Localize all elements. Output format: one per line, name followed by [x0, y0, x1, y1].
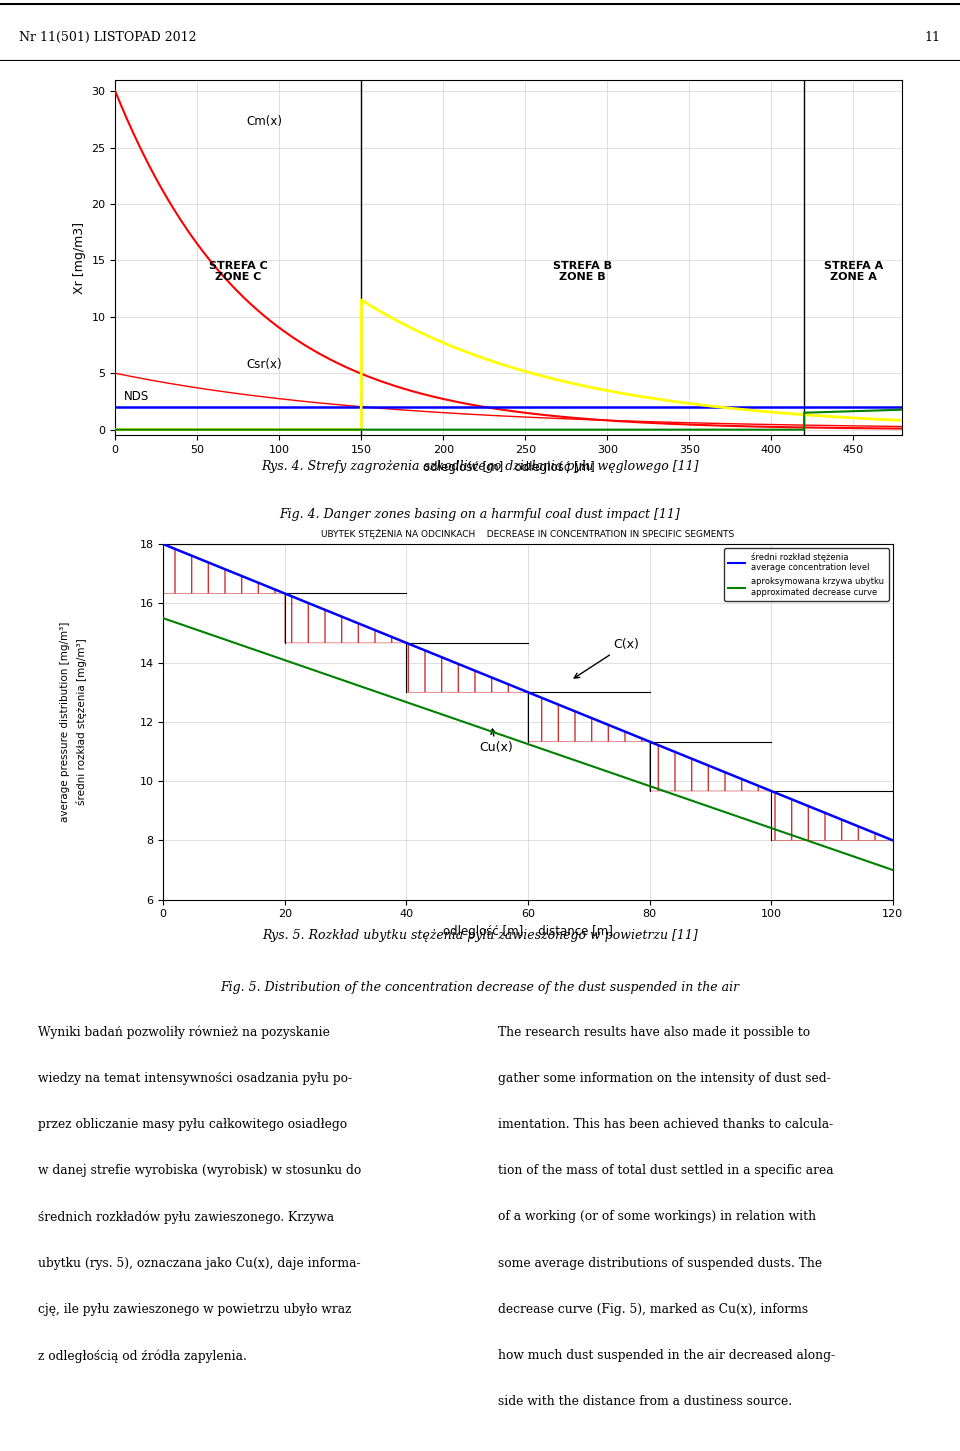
Text: The research results have also made it possible to: The research results have also made it p…: [498, 1026, 810, 1039]
Text: Fig. 5. Distribution of the concentration decrease of the dust suspended in the : Fig. 5. Distribution of the concentratio…: [221, 981, 739, 994]
Text: ubytku (rys. 5), oznaczana jako Cu(x), daje informa-: ubytku (rys. 5), oznaczana jako Cu(x), d…: [37, 1257, 360, 1270]
Text: of a working (or of some workings) in relation with: of a working (or of some workings) in re…: [498, 1210, 817, 1223]
Text: 11: 11: [924, 32, 941, 44]
X-axis label: odleglość [m]   odleglość [m]: odleglość [m] odleglość [m]: [423, 460, 594, 473]
Text: z odległością od źródła zapylenia.: z odległością od źródła zapylenia.: [37, 1349, 247, 1362]
Text: przez obliczanie masy pyłu całkowitego osiadłego: przez obliczanie masy pyłu całkowitego o…: [37, 1119, 347, 1130]
Text: average pressure distribution [mg/m³]: average pressure distribution [mg/m³]: [60, 621, 70, 823]
Text: side with the distance from a dustiness source.: side with the distance from a dustiness …: [498, 1396, 793, 1409]
Text: w danej strefie wyrobiska (wyrobisk) w stosunku do: w danej strefie wyrobiska (wyrobisk) w s…: [37, 1164, 361, 1177]
Text: średnich rozkładów pyłu zawieszonego. Krzywa: średnich rozkładów pyłu zawieszonego. Kr…: [37, 1210, 334, 1225]
Text: Nr 11(501) LISTOPAD 2012: Nr 11(501) LISTOPAD 2012: [19, 32, 197, 44]
Text: how much dust suspended in the air decreased along-: how much dust suspended in the air decre…: [498, 1349, 835, 1362]
Text: cję, ile pyłu zawieszonego w powietrzu ubyło wraz: cję, ile pyłu zawieszonego w powietrzu u…: [37, 1303, 351, 1316]
Text: Cu(x): Cu(x): [479, 728, 513, 755]
Text: STREFA C
ZONE C: STREFA C ZONE C: [209, 261, 268, 283]
X-axis label: odleglość [m]    distance [m]: odleglość [m] distance [m]: [444, 924, 612, 937]
Text: Rys. 4. Strefy zagrożenia szkodliwego działania pyłu węglowego [11]: Rys. 4. Strefy zagrożenia szkodliwego dz…: [261, 460, 699, 473]
Title: UBYTEK STĘŻENIA NA ODCINKACH    DECREASE IN CONCENTRATION IN SPECIFIC SEGMENTS: UBYTEK STĘŻENIA NA ODCINKACH DECREASE IN…: [322, 530, 734, 540]
Text: Fig. 4. Danger zones basing on a harmful coal dust impact [11]: Fig. 4. Danger zones basing on a harmful…: [279, 508, 681, 521]
Text: decrease curve (Fig. 5), marked as Cu(x), informs: decrease curve (Fig. 5), marked as Cu(x)…: [498, 1303, 808, 1316]
Text: NDS: NDS: [124, 389, 149, 402]
Text: gather some information on the intensity of dust sed-: gather some information on the intensity…: [498, 1072, 831, 1085]
Y-axis label: średni rozkład stężenia [mg/m³]: średni rozkład stężenia [mg/m³]: [76, 638, 86, 805]
Text: Csr(x): Csr(x): [247, 357, 282, 370]
Y-axis label: Xr [mg/m3]: Xr [mg/m3]: [73, 222, 85, 293]
Text: tion of the mass of total dust settled in a specific area: tion of the mass of total dust settled i…: [498, 1164, 834, 1177]
Text: some average distributions of suspended dusts. The: some average distributions of suspended …: [498, 1257, 823, 1270]
Legend: średni rozkład stężenia
average concentration level, aproksymowana krzywa ubytku: średni rozkład stężenia average concentr…: [724, 548, 889, 601]
Text: imentation. This has been achieved thanks to calcula-: imentation. This has been achieved thank…: [498, 1119, 833, 1130]
Text: Wyniki badań pozwoliły również na pozyskanie: Wyniki badań pozwoliły również na pozysk…: [37, 1026, 329, 1039]
Text: Cm(x): Cm(x): [247, 115, 282, 128]
Text: C(x): C(x): [574, 638, 639, 678]
Text: STREFA A
ZONE A: STREFA A ZONE A: [824, 261, 883, 283]
Text: STREFA B
ZONE B: STREFA B ZONE B: [553, 261, 612, 283]
Text: Rys. 5. Rozkład ubytku stężenia pyłu zawieszonego w powietrzu [11]: Rys. 5. Rozkład ubytku stężenia pyłu zaw…: [262, 929, 698, 942]
Text: wiedzy na temat intensywności osadzania pyłu po-: wiedzy na temat intensywności osadzania …: [37, 1072, 351, 1085]
